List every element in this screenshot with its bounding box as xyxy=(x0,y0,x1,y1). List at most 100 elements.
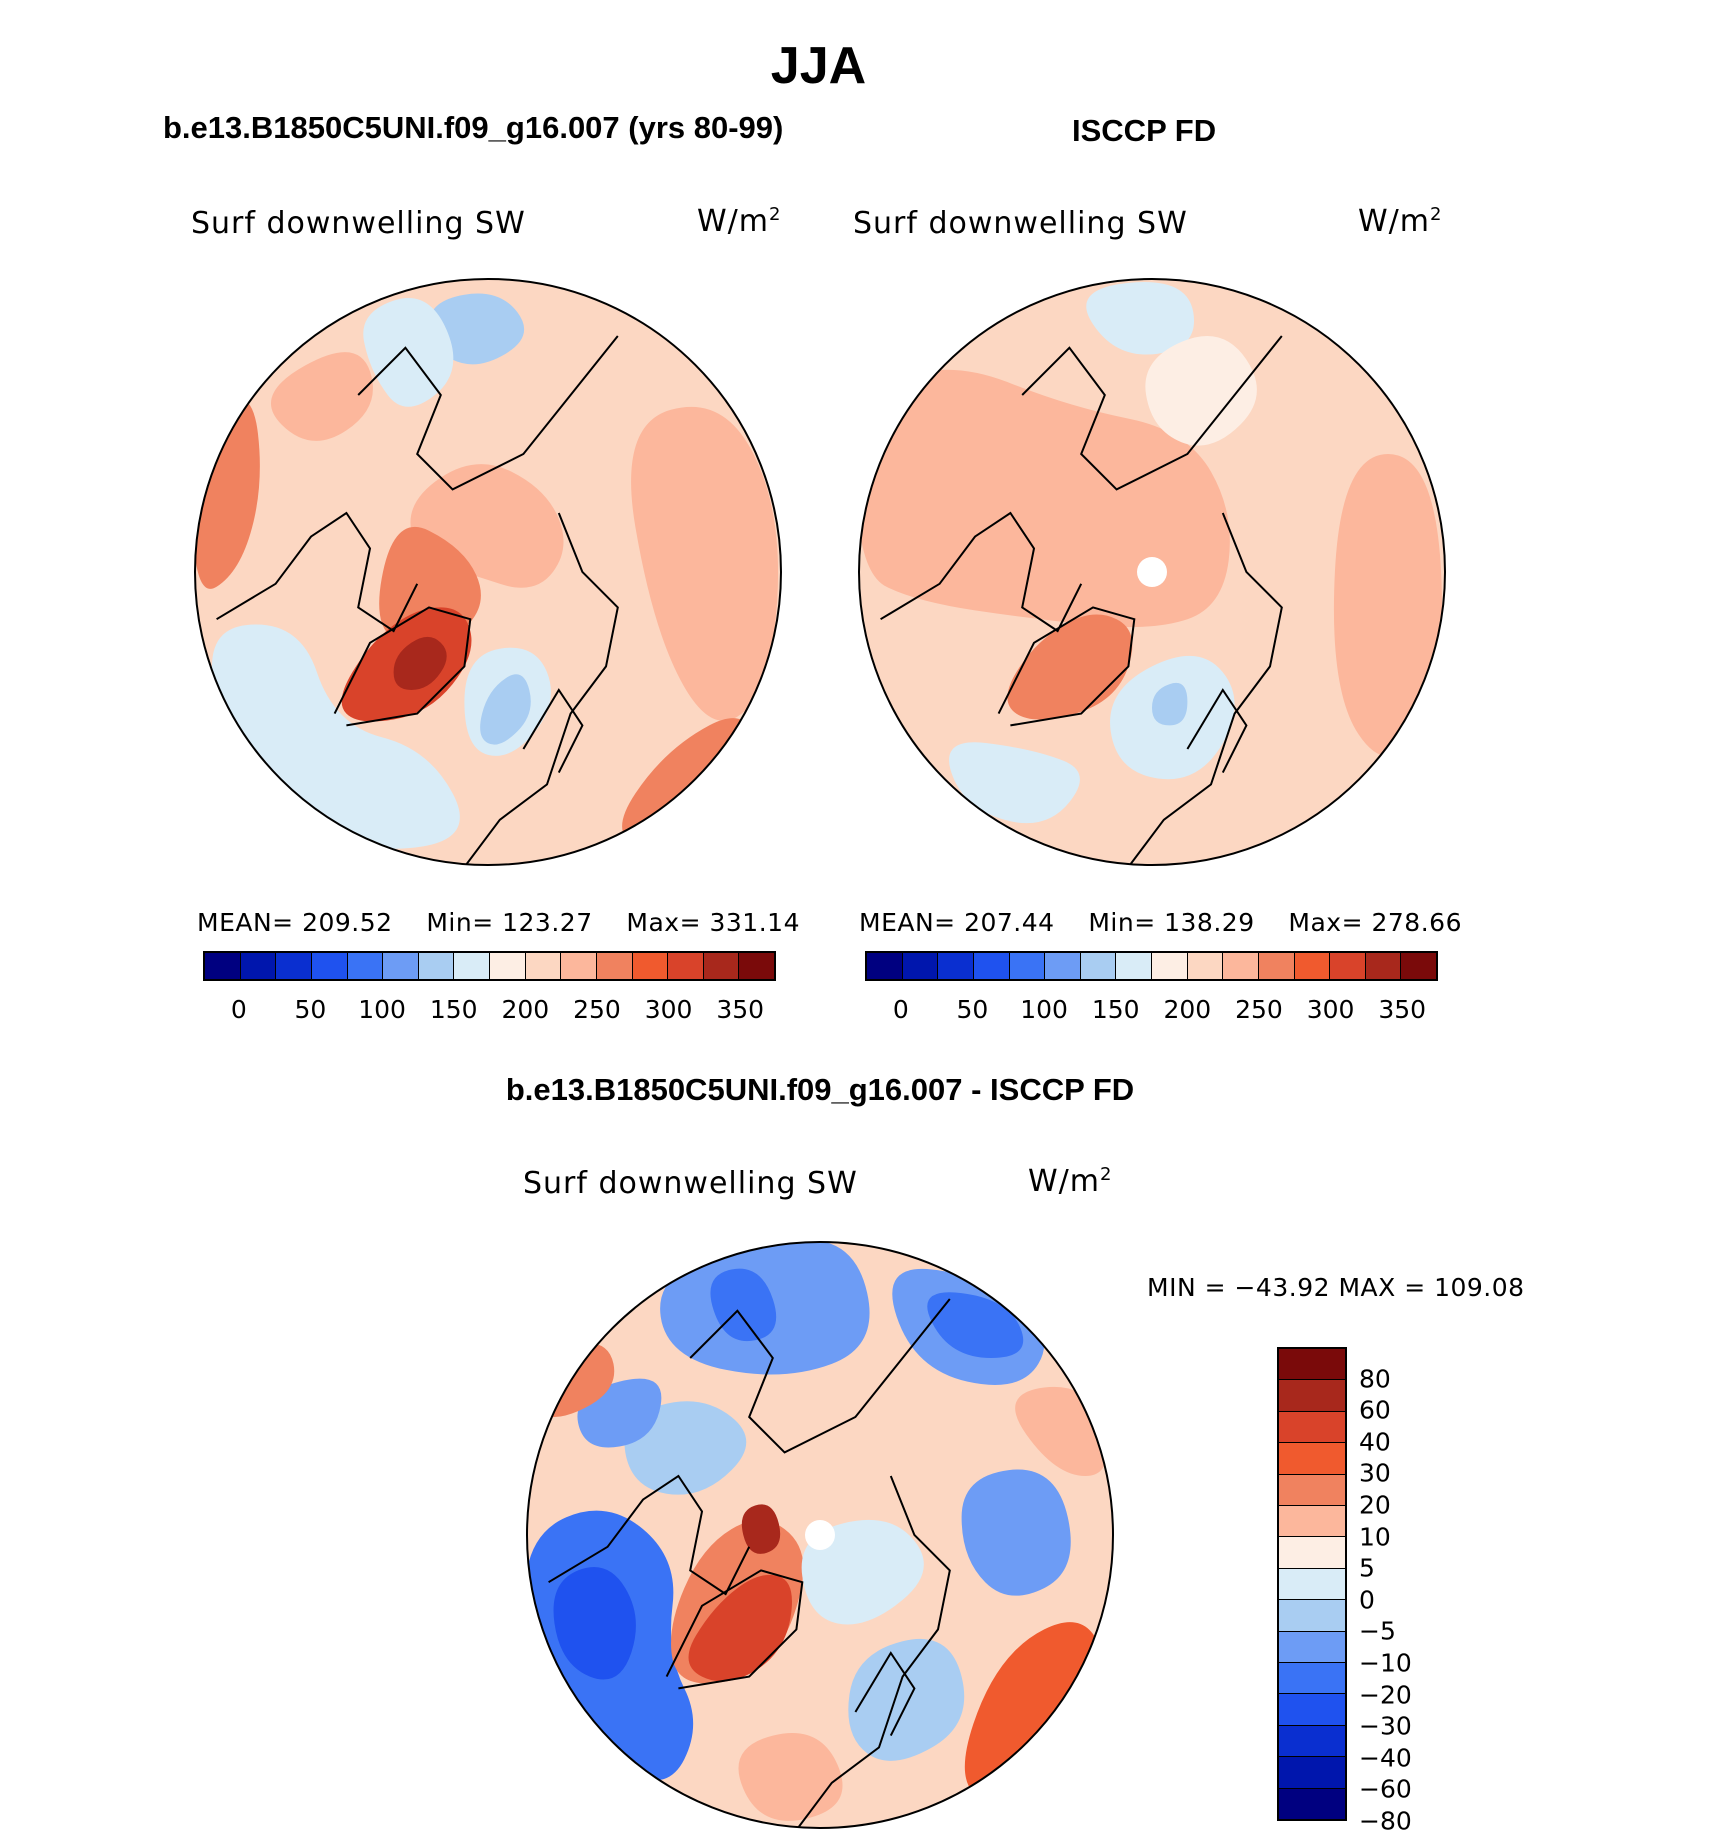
shaded-region-5 xyxy=(1152,682,1188,726)
coastline-0 xyxy=(689,1298,951,1454)
colorbar-box xyxy=(1279,1537,1345,1569)
coastline-4 xyxy=(1186,688,1248,774)
coastline-1 xyxy=(548,1474,751,1596)
coastline-2 xyxy=(997,606,1136,727)
colorbar-tick-label: 0 xyxy=(230,995,247,1024)
colorbar-box xyxy=(1045,953,1081,979)
colorbar-box xyxy=(1009,953,1046,979)
diff-variable-label: Surf downwelling SW xyxy=(523,1166,858,1201)
colorbar-tick-label: −20 xyxy=(1359,1680,1412,1710)
colorbar-tick-label: 40 xyxy=(1359,1427,1391,1457)
coastline-2 xyxy=(665,1569,804,1690)
colorbar-box xyxy=(311,953,348,979)
colorbar-box xyxy=(902,953,939,979)
diff-panel-heading: b.e13.B1850C5UNI.f09_g16.007 - ISCCP FD xyxy=(505,1072,1135,1107)
colorbar-tick-label: −30 xyxy=(1359,1711,1412,1741)
colorbar-box xyxy=(1279,1380,1345,1412)
model-stats: MEAN= 209.52 Min= 123.27 Max= 331.14 xyxy=(197,908,800,937)
season-title: JJA xyxy=(770,37,867,95)
colorbar-tick-label: −5 xyxy=(1359,1616,1396,1646)
diff-polar-map xyxy=(526,1241,1114,1829)
colorbar-box xyxy=(1279,1474,1345,1507)
colorbar-box xyxy=(596,953,633,979)
colorbar-box xyxy=(938,953,974,979)
colorbar-tick-label: 200 xyxy=(501,995,550,1024)
colorbar-box xyxy=(561,953,597,979)
shaded-region-10 xyxy=(741,1504,781,1554)
coastline-0 xyxy=(357,335,619,491)
colorbar-box xyxy=(867,953,903,979)
colorbar-box xyxy=(1279,1631,1345,1664)
shaded-region-3 xyxy=(949,742,1080,824)
shaded-region-1 xyxy=(1333,454,1443,757)
coastline-2 xyxy=(333,606,472,727)
coastline-0 xyxy=(1021,335,1283,491)
colorbar-box xyxy=(525,953,562,979)
shaded-region-5 xyxy=(553,1567,636,1680)
shaded-region-3 xyxy=(927,1292,1024,1358)
colorbar-tick-label: 0 xyxy=(892,995,909,1024)
model-variable-label: Surf downwelling SW xyxy=(191,206,526,241)
obs-colorbar xyxy=(865,951,1438,981)
colorbar-tick-label: 300 xyxy=(644,995,693,1024)
colorbar-box xyxy=(1258,953,1295,979)
colorbar-box xyxy=(739,953,774,979)
colorbar-box xyxy=(276,953,312,979)
colorbar-tick-label: 5 xyxy=(1359,1553,1375,1583)
colorbar-box xyxy=(383,953,419,979)
shaded-region-1 xyxy=(710,1268,777,1342)
colorbar-tick-label: 0 xyxy=(1359,1585,1375,1615)
colorbar-tick-label: 200 xyxy=(1163,995,1212,1024)
diff-colorbar xyxy=(1277,1347,1347,1821)
colorbar-box xyxy=(1187,953,1224,979)
colorbar-box xyxy=(973,953,1010,979)
colorbar-tick-label: 80 xyxy=(1359,1364,1391,1394)
colorbar-box xyxy=(347,953,384,979)
colorbar-tick-label: −40 xyxy=(1359,1743,1412,1773)
colorbar-tick-label: 10 xyxy=(1359,1522,1391,1552)
colorbar-box xyxy=(1116,953,1152,979)
colorbar-box xyxy=(1365,953,1402,979)
colorbar-box xyxy=(1223,953,1259,979)
coastline-3 xyxy=(795,1475,951,1828)
colorbar-tick-label: 60 xyxy=(1359,1395,1391,1425)
diff-minmax: MIN = −43.92 MAX = 109.08 xyxy=(1147,1273,1525,1302)
colorbar-tick-label: 100 xyxy=(1020,995,1068,1024)
shaded-region-0 xyxy=(859,369,1230,628)
colorbar-box xyxy=(1279,1443,1345,1475)
colorbar-tick-label: 250 xyxy=(573,995,621,1024)
shaded-region-17 xyxy=(738,1732,843,1821)
colorbar-box xyxy=(668,953,704,979)
model-panel-heading: b.e13.B1850C5UNI.f09_g16.007 (yrs 80-99) xyxy=(163,110,784,145)
colorbar-tick-label: 50 xyxy=(294,995,327,1024)
map-border xyxy=(858,278,1446,866)
colorbar-tick-label: 20 xyxy=(1359,1490,1391,1520)
colorbar-tick-label: −10 xyxy=(1359,1648,1412,1678)
map-border xyxy=(194,278,782,866)
model-polar-map xyxy=(194,278,782,866)
colorbar-tick-label: 100 xyxy=(358,995,406,1024)
shaded-region-9 xyxy=(688,1574,792,1682)
diff-units-label: W/m2 xyxy=(1028,1164,1113,1199)
coastline-1 xyxy=(880,511,1083,633)
shaded-region-9 xyxy=(480,674,531,745)
coastline-4 xyxy=(522,688,584,774)
colorbar-box xyxy=(1401,953,1436,979)
colorbar-box xyxy=(1279,1506,1345,1538)
colorbar-tick-label: −80 xyxy=(1359,1806,1412,1836)
colorbar-tick-label: 150 xyxy=(429,995,478,1024)
colorbar-box xyxy=(1152,953,1188,979)
colorbar-tick-label: 30 xyxy=(1359,1458,1391,1488)
colorbar-box xyxy=(1279,1757,1345,1789)
coastline-4 xyxy=(854,1651,916,1737)
model-units-label: W/m2 xyxy=(697,204,782,239)
colorbar-box xyxy=(1294,953,1331,979)
colorbar-box xyxy=(418,953,455,979)
colorbar-box xyxy=(1279,1349,1345,1381)
shaded-region-6 xyxy=(393,636,447,690)
pole-missing-data xyxy=(805,1520,835,1550)
shaded-region-12 xyxy=(270,352,373,441)
shaded-region-6 xyxy=(624,1401,747,1495)
colorbar-tick-label: 300 xyxy=(1306,995,1355,1024)
obs-polar-map xyxy=(858,278,1446,866)
